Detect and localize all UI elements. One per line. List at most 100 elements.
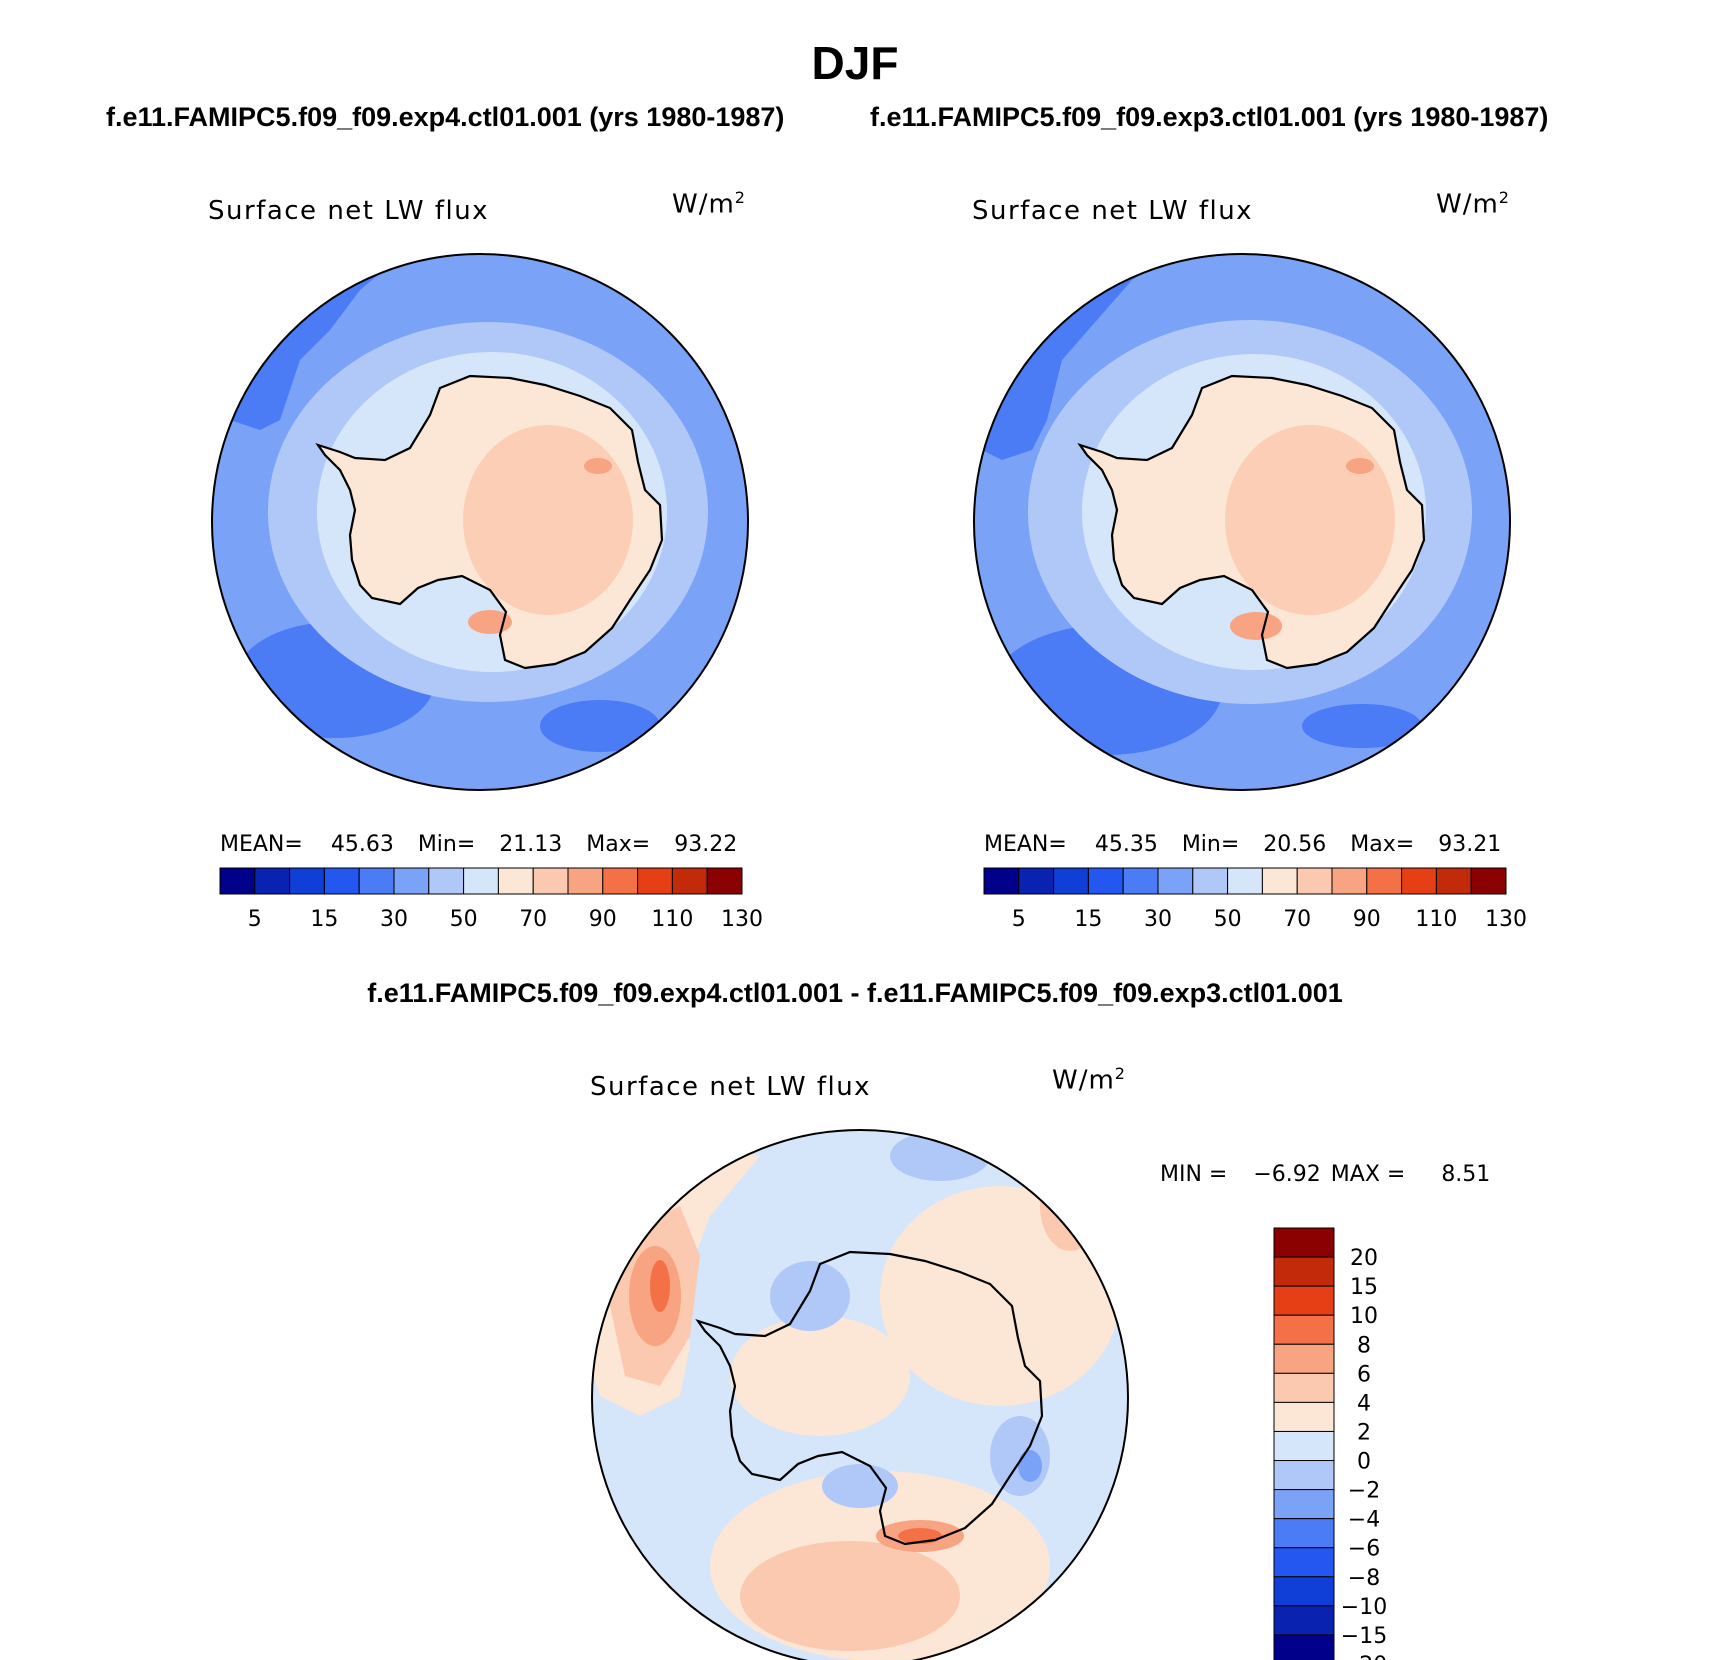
colorbar-box <box>1273 1489 1335 1520</box>
panel1-stats: MEAN= 45.63 Min= 21.13 Max= 93.22 <box>220 832 738 857</box>
colorbar-tick-label: 20 <box>1350 1246 1378 1271</box>
colorbar-tick-label: 15 <box>1350 1275 1378 1300</box>
colorbar-box <box>358 867 395 895</box>
colorbar-tick-label: 2 <box>1357 1420 1371 1445</box>
colorbar-box <box>1273 1547 1335 1578</box>
colorbar-box <box>289 867 325 895</box>
panel2-variable-label: Surface net LW flux <box>972 196 1254 226</box>
colorbar-box <box>1087 867 1124 895</box>
colorbar-box <box>1261 867 1298 895</box>
colorbar-tick-label: 6 <box>1357 1362 1371 1387</box>
colorbar-box <box>1273 1314 1335 1345</box>
colorbar-box <box>602 867 639 895</box>
figure-title: DJF <box>811 37 899 89</box>
colorbar-tick-label: −6 <box>1348 1537 1380 1562</box>
high-flux-patch <box>1346 458 1374 474</box>
map-boundary <box>973 253 1511 791</box>
colorbar-tick-label: −20 <box>1341 1653 1387 1660</box>
colorbar-box <box>1192 867 1229 895</box>
colorbar-box <box>393 867 430 895</box>
colorbar-box <box>1273 1343 1335 1374</box>
high-flux-patch <box>584 458 612 474</box>
negative-anomaly-region <box>770 1261 850 1331</box>
colorbar-box <box>1273 1256 1335 1287</box>
colorbar-box <box>1273 1605 1335 1636</box>
colorbar-box <box>1273 1401 1335 1432</box>
panel2-case-title: f.e11.FAMIPC5.f09_f09.exp3.ctl01.001 (yr… <box>870 102 1549 132</box>
colorbar-tick-label: −15 <box>1341 1624 1387 1649</box>
colorbar-tick-label: 4 <box>1357 1391 1371 1416</box>
colorbar-box <box>1331 867 1368 895</box>
colorbar-box <box>1401 867 1437 895</box>
colorbar-box <box>671 867 708 895</box>
colorbar-box <box>1053 867 1089 895</box>
colorbar-tick-label: −2 <box>1348 1479 1380 1504</box>
difference-map <box>591 1129 1129 1660</box>
positive-anomaly-region <box>880 1186 1120 1406</box>
panel1-case-title: f.e11.FAMIPC5.f09_f09.exp4.ctl01.001 (yr… <box>106 102 785 132</box>
colorbar-box <box>1435 867 1472 895</box>
high-flux-patch <box>463 425 633 615</box>
high-flux-patch <box>1225 425 1395 615</box>
colorbar-tick-label: 110 <box>1415 907 1457 932</box>
colorbar-box <box>497 867 534 895</box>
colorbar-box <box>1273 1460 1335 1491</box>
colorbar-box <box>1018 867 1055 895</box>
colorbar-tick-label: 70 <box>519 907 547 932</box>
panel1-colorbar: 5 15 30 50 70 90 110 130 <box>219 867 763 932</box>
negative-anomaly-region <box>1018 1450 1042 1482</box>
colorbar-tick-label: −10 <box>1341 1595 1387 1620</box>
colorbar-box <box>532 867 569 895</box>
colorbar-box <box>254 867 291 895</box>
colorbar-tick-label: 5 <box>1012 907 1026 932</box>
positive-anomaly-region <box>730 1316 910 1436</box>
colorbar-box <box>1227 867 1263 895</box>
map-boundary <box>591 1129 1129 1660</box>
colorbar-box <box>706 867 743 895</box>
colorbar-tick-label: 130 <box>1485 907 1527 932</box>
negative-anomaly-region <box>822 1464 898 1508</box>
difference-units: W/m2 <box>1052 1064 1126 1096</box>
colorbar-tick-label: 90 <box>589 907 617 932</box>
colorbar-tick-label: 130 <box>721 907 763 932</box>
colorbar-box <box>983 867 1020 895</box>
colorbar-tick-label: −8 <box>1348 1566 1380 1591</box>
colorbar-box <box>1273 1576 1335 1607</box>
colorbar-box <box>428 867 465 895</box>
colorbar-box <box>1366 867 1403 895</box>
colorbar-tick-label: 70 <box>1283 907 1311 932</box>
colorbar-box <box>219 867 256 895</box>
negative-anomaly-region <box>990 1416 1050 1496</box>
positive-anomaly-region <box>1040 1161 1100 1251</box>
colorbar-box <box>1470 867 1507 895</box>
colorbar-box <box>1273 1227 1335 1258</box>
colorbar-box <box>1273 1372 1335 1403</box>
colorbar-tick-label: −4 <box>1348 1508 1380 1533</box>
colorbar-tick-label: 15 <box>310 907 338 932</box>
colorbar-box <box>567 867 604 895</box>
colorbar-box <box>1273 1634 1335 1660</box>
positive-anomaly-region <box>740 1541 960 1651</box>
colorbar-tick-label: 110 <box>651 907 693 932</box>
difference-title: f.e11.FAMIPC5.f09_f09.exp4.ctl01.001 - f… <box>367 978 1343 1008</box>
difference-variable-label: Surface net LW flux <box>590 1072 872 1102</box>
colorbar-tick-label: 8 <box>1357 1333 1371 1358</box>
colorbar-box <box>1273 1518 1335 1549</box>
colorbar-box <box>323 867 360 895</box>
colorbar-tick-label: 50 <box>1214 907 1242 932</box>
positive-anomaly-region <box>650 1260 670 1312</box>
panel2-units: W/m2 <box>1436 188 1510 220</box>
colorbar-tick-label: 30 <box>380 907 408 932</box>
colorbar-box <box>1273 1285 1335 1316</box>
colorbar-tick-label: 15 <box>1074 907 1102 932</box>
panel1-units: W/m2 <box>672 188 746 220</box>
low-flux-region <box>1302 704 1422 748</box>
panel2-map <box>973 253 1511 791</box>
map-boundary <box>211 253 749 791</box>
high-flux-patch <box>1230 612 1282 640</box>
panel1-variable-label: Surface net LW flux <box>208 196 490 226</box>
colorbar-tick-label: 5 <box>248 907 262 932</box>
low-flux-region <box>540 700 660 752</box>
